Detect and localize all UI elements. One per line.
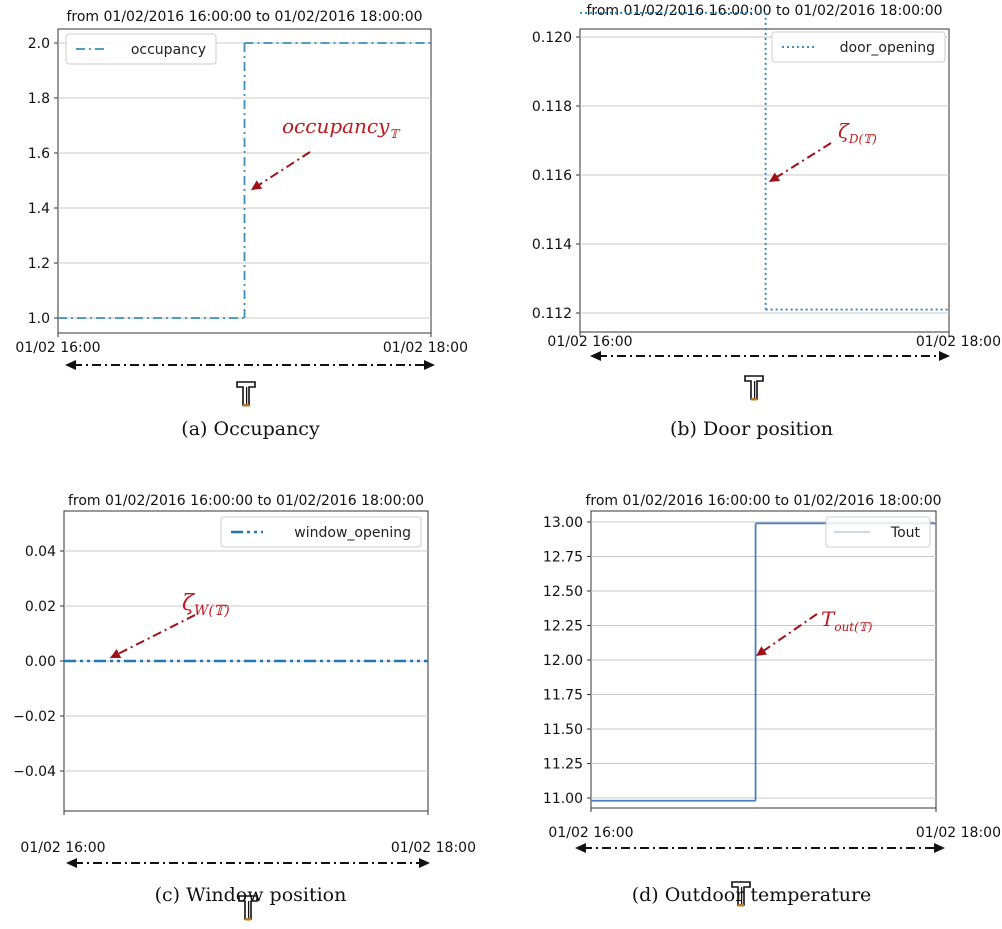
interval-symbol-base <box>245 918 251 921</box>
annotation-arrowhead <box>769 172 781 182</box>
interval-symbol-icon <box>731 881 751 907</box>
y-tick-label: 12.75 <box>543 550 583 566</box>
x-tick-label: 01/02 16:00 <box>15 340 100 356</box>
chart-panel-occupancy: from 01/02/2016 16:00:00 to 01/02/2016 1… <box>0 0 501 464</box>
plot-area <box>579 28 950 333</box>
outdoor-temperature-chart: from 01/02/2016 16:00:00 to 01/02/2016 1… <box>543 493 1001 907</box>
interval-arrowhead-left <box>590 351 601 361</box>
y-tick-label: 1.8 <box>28 91 50 107</box>
x-tick-label: 01/02 16:00 <box>20 840 105 856</box>
legend-label: door_opening <box>840 40 935 56</box>
y-tick-label: 11.50 <box>543 722 583 738</box>
interval-arrowhead-right <box>424 360 435 370</box>
interval-symbol-icon <box>744 375 764 401</box>
y-tick-label: 2.0 <box>28 36 50 52</box>
annotation-arrowhead <box>110 649 122 658</box>
y-tick-label: 12.25 <box>543 619 583 635</box>
interval-symbol-icon <box>238 895 258 921</box>
interval-arrowhead-left <box>66 858 77 868</box>
y-tick-label: 0.118 <box>532 99 572 115</box>
y-tick-label: 0.112 <box>532 306 572 322</box>
legend-label: Tout <box>890 525 921 541</box>
y-tick-label: 12.50 <box>543 584 583 600</box>
x-tick-label: 01/02 18:00 <box>916 825 1001 841</box>
y-tick-label: 1.4 <box>28 201 50 217</box>
interval-arrowhead-right <box>934 843 945 853</box>
legend-label: window_opening <box>294 525 411 541</box>
x-tick-label: 01/02 16:00 <box>548 825 633 841</box>
door-position-chart: from 01/02/2016 16:00:00 to 01/02/2016 1… <box>532 3 1001 401</box>
annotation-arrow <box>109 614 196 659</box>
y-tick-label: 1.0 <box>28 311 50 327</box>
y-tick-label: 1.2 <box>28 256 50 272</box>
y-tick-label: 0.114 <box>532 237 572 253</box>
y-tick-label: 0.00 <box>25 654 56 670</box>
annotation-label: ζW(𝕋) <box>182 591 230 619</box>
occupancy-chart: from 01/02/2016 16:00:00 to 01/02/2016 1… <box>15 9 468 407</box>
annotation-label: occupancy𝕋 <box>282 114 400 141</box>
chart-title: from 01/02/2016 16:00:00 to 01/02/2016 1… <box>586 3 942 19</box>
y-tick-label: 0.116 <box>532 168 572 184</box>
chart-panel-window-position: from 01/02/2016 16:00:00 to 01/02/2016 1… <box>0 464 501 928</box>
annotation-arrowhead <box>251 180 263 190</box>
y-tick-label: 11.25 <box>543 757 583 773</box>
caption-outdoor-temperature: (d) Outdoor temperature <box>631 884 872 906</box>
annotation-arrowhead <box>756 646 768 656</box>
caption-window-position: (c) Window position <box>154 884 347 906</box>
annotation-label: Tout(𝕋) <box>821 607 873 634</box>
interval-arrowhead-left <box>575 843 586 853</box>
annotation-arrow <box>768 142 832 183</box>
y-tick-label: 11.75 <box>543 688 583 704</box>
x-tick-label: 01/02 18:00 <box>916 334 1001 350</box>
y-tick-label: 0.02 <box>25 599 56 615</box>
legend-label: occupancy <box>131 42 206 58</box>
interval-arrowhead-right <box>939 351 950 361</box>
x-tick-label: 01/02 16:00 <box>547 334 632 350</box>
y-tick-label: 1.6 <box>28 146 50 162</box>
interval-symbol-base <box>738 904 744 907</box>
y-tick-label: −0.04 <box>13 764 56 780</box>
interval-arrowhead-right <box>419 858 430 868</box>
annotation-arrow <box>755 613 818 657</box>
caption-occupancy: (a) Occupancy <box>181 418 320 440</box>
y-tick-label: 12.00 <box>543 653 583 669</box>
interval-arrowhead-left <box>65 360 76 370</box>
legend-box <box>65 33 217 65</box>
y-tick-label: −0.02 <box>13 709 56 725</box>
y-tick-label: 11.00 <box>543 791 583 807</box>
y-tick-label: 0.04 <box>25 544 56 560</box>
caption-door-position: (b) Door position <box>669 418 834 440</box>
interval-symbol-icon <box>236 381 256 407</box>
legend-box <box>771 31 946 63</box>
chart-panel-outdoor-temperature: from 01/02/2016 16:00:00 to 01/02/2016 1… <box>501 464 1002 928</box>
interval-symbol-base <box>243 404 249 407</box>
y-tick-label: 13.00 <box>543 515 583 531</box>
x-tick-label: 01/02 18:00 <box>391 840 476 856</box>
annotation-label: ζD(𝕋) <box>838 119 877 146</box>
legend-box <box>825 516 931 548</box>
y-tick-label: 0.120 <box>532 30 572 46</box>
chart-title: from 01/02/2016 16:00:00 to 01/02/2016 1… <box>66 9 422 25</box>
chart-panel-door-position: from 01/02/2016 16:00:00 to 01/02/2016 1… <box>501 0 1002 464</box>
legend-box <box>220 516 422 548</box>
chart-title: from 01/02/2016 16:00:00 to 01/02/2016 1… <box>585 493 941 509</box>
chart-title: from 01/02/2016 16:00:00 to 01/02/2016 1… <box>68 493 424 509</box>
window-position-chart: from 01/02/2016 16:00:00 to 01/02/2016 1… <box>13 493 476 921</box>
annotation-arrow <box>250 151 311 191</box>
x-tick-label: 01/02 18:00 <box>383 340 468 356</box>
interval-symbol-base <box>751 398 757 401</box>
